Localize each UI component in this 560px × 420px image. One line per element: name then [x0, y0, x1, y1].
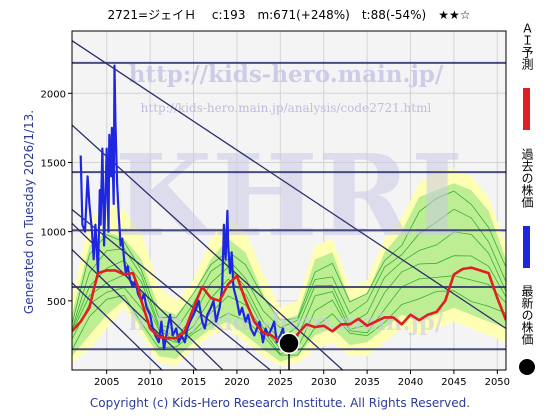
- watermark: KHRI http://kids-hero.main.jp/ http://ki…: [115, 61, 464, 336]
- x-tick-label: 2030: [311, 377, 336, 388]
- legend-swatch: [523, 226, 530, 268]
- x-tick-label: 2015: [181, 377, 206, 388]
- scenario-line: [72, 190, 506, 325]
- x-tick-label: 2005: [94, 377, 119, 388]
- x-tick-label: 2040: [398, 377, 423, 388]
- legend-swatch: [523, 88, 530, 130]
- x-tick-label: 2025: [268, 377, 293, 388]
- x-tick-label: 2010: [137, 377, 162, 388]
- latest-price-marker: [278, 332, 300, 355]
- scenario-line: [72, 208, 506, 331]
- y-axis: 500 1000 1500 2000: [41, 89, 72, 308]
- channel-line: [72, 222, 224, 370]
- channel-line: [72, 124, 344, 370]
- copyright-footer: Copyright (c) Kids-Hero Research Institu…: [89, 396, 471, 410]
- band-green: [72, 183, 506, 362]
- plot-frame: [71, 30, 507, 371]
- watermark-url-code: http://kids-hero.main.jp/analysis/code27…: [141, 101, 432, 115]
- chart-title: 2721=ジェイＨ c:193 m:671(+248%) t:88(-54%) …: [107, 8, 471, 22]
- x-axis: 2005 2010 2015 2020 2025 2030 2035 2040 2045 2050: [94, 370, 510, 388]
- legend-dot: [519, 359, 535, 375]
- y-tick-label: 2000: [41, 89, 66, 100]
- watermark-url-top: http://kids-hero.main.jp/: [129, 61, 444, 88]
- watermark-logo: KHRI: [115, 131, 464, 262]
- legend-label: ＡＩ予測: [520, 22, 534, 71]
- latest-price-marker-group: [278, 332, 300, 370]
- y-tick-label: 1000: [41, 228, 66, 239]
- y-tick-label: 1500: [41, 158, 66, 169]
- x-tick-label: 2020: [224, 377, 249, 388]
- x-tick-label: 2035: [354, 377, 379, 388]
- legend-label: 最新の株価: [520, 285, 534, 345]
- legend-label: 過去の株価: [520, 148, 534, 208]
- channel-line: [72, 40, 506, 330]
- series-past-price: [79, 64, 290, 351]
- x-tick-label: 2045: [441, 377, 466, 388]
- x-tick-label: 2050: [485, 377, 510, 388]
- channel-line: [72, 208, 272, 370]
- y-tick-label: 500: [47, 297, 66, 308]
- watermark-url-bottom: http://kids-hero.main.jp/: [129, 309, 444, 336]
